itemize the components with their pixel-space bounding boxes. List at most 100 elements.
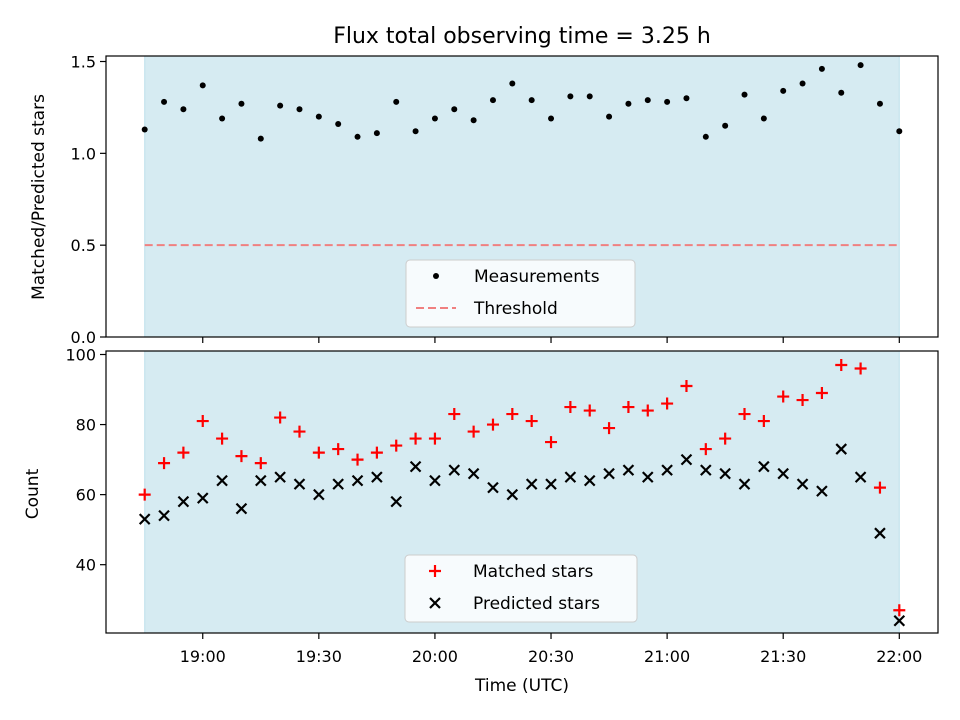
predicted-star-point	[680, 453, 693, 466]
legend-label: Predicted stars	[473, 594, 600, 614]
y-tick-label: 80	[76, 416, 96, 435]
matched-star-point	[428, 432, 441, 445]
matched-star-point	[777, 390, 790, 403]
measurement-point	[799, 80, 806, 87]
matched-star-point	[854, 362, 867, 375]
measurement-point	[238, 100, 245, 107]
legend-key-predicted	[429, 597, 441, 609]
matched-star-point	[158, 457, 171, 470]
predicted-star-point	[293, 478, 306, 490]
matched-star-point	[216, 432, 229, 445]
measurement-point	[780, 87, 787, 94]
measurement-point	[354, 133, 361, 140]
measurement-point	[702, 133, 709, 140]
matched-star-point	[738, 408, 751, 421]
matched-star-point	[332, 443, 345, 456]
measurement-point	[412, 128, 419, 135]
predicted-star-point	[661, 464, 673, 476]
measurement-point	[335, 120, 342, 127]
y-tick-label: 1.5	[71, 53, 96, 72]
y-tick-label: 0.0	[71, 328, 96, 347]
matched-star-point	[177, 446, 190, 459]
predicted-star-point	[409, 460, 422, 473]
predicted-star-point	[177, 495, 190, 508]
x-tick-label: 19:30	[296, 647, 342, 666]
measurement-point	[141, 126, 148, 133]
x-tick-label: 20:00	[412, 647, 458, 666]
predicted-star-point	[603, 467, 615, 480]
x-axis-label: Time (UTC)	[474, 676, 569, 696]
predicted-star-point	[758, 460, 770, 473]
y-tick-label: 0.5	[71, 236, 96, 255]
predicted-star-point	[525, 478, 538, 490]
matched-star-point	[370, 446, 383, 459]
measurement-point	[760, 115, 767, 122]
ratio-panel: 0.0 0.5 1.0 1.5 Matched/Predicted stars Measu…	[29, 53, 939, 347]
measurement-point	[470, 117, 477, 124]
predicted-star-point	[196, 492, 209, 504]
x-tick-label: 21:00	[644, 647, 690, 666]
predicted-star-point	[738, 478, 751, 490]
matched-star-point	[815, 387, 828, 400]
legend-label: Threshold	[473, 299, 558, 319]
measurement-point	[896, 128, 903, 135]
measurement-point	[219, 115, 226, 122]
measurement-point	[393, 98, 400, 105]
measurement-point	[644, 97, 651, 104]
measurement-point	[489, 97, 496, 104]
predicted-star-point	[429, 474, 441, 487]
measurement-point	[741, 91, 748, 98]
matched-star-point	[390, 439, 403, 452]
legend-box	[404, 554, 638, 623]
predicted-star-point	[274, 471, 286, 483]
matched-star-point	[583, 404, 596, 417]
measurement-point	[606, 113, 613, 120]
matched-star-point	[699, 443, 712, 456]
predicted-star-point	[216, 474, 228, 487]
predicted-star-point	[583, 474, 596, 487]
legend-label: Matched stars	[473, 562, 593, 582]
matched-star-point	[719, 432, 732, 445]
matched-star-point	[196, 415, 209, 428]
measurement-point	[722, 122, 729, 129]
matched-star-point	[138, 488, 151, 501]
matched-star-point	[254, 457, 267, 470]
predicted-star-point	[816, 485, 828, 497]
y-tick-label: 60	[76, 486, 96, 505]
measurement-point	[683, 95, 690, 102]
measurement-point	[664, 98, 671, 105]
y-tick-label: 40	[76, 556, 96, 575]
matched-star-point	[525, 415, 538, 428]
measurement-point	[315, 113, 322, 120]
measurement-point	[277, 102, 284, 109]
matched-star-point	[661, 397, 674, 410]
matched-star-point	[564, 401, 577, 414]
measurement-point	[161, 98, 168, 105]
predicted-star-point	[506, 488, 519, 501]
predicted-star-point	[796, 478, 809, 490]
axes-frame	[105, 55, 939, 338]
predicted-star-point	[874, 527, 886, 539]
legend-key-measurements	[433, 273, 439, 279]
legend: Matched stars Predicted stars	[404, 554, 638, 623]
measurement-point	[296, 106, 303, 113]
predicted-star-point	[448, 464, 461, 476]
axes-frame	[105, 350, 939, 634]
matched-star-point	[506, 408, 519, 421]
predicted-star-point	[893, 614, 906, 627]
predicted-star-point	[777, 467, 789, 480]
measurement-point	[451, 106, 458, 113]
matched-star-point	[486, 418, 499, 431]
matched-star-point	[448, 408, 461, 421]
measurement-point	[818, 65, 825, 72]
matched-star-point	[622, 401, 635, 414]
predicted-star-point	[854, 471, 867, 483]
measurement-point	[838, 89, 845, 96]
predicted-star-point	[622, 464, 635, 476]
legend-box	[405, 259, 636, 328]
measurement-point	[180, 106, 187, 113]
legend-label: Measurements	[474, 267, 600, 287]
x-tick-label: 19:00	[180, 647, 226, 666]
measurement-point	[431, 115, 438, 122]
